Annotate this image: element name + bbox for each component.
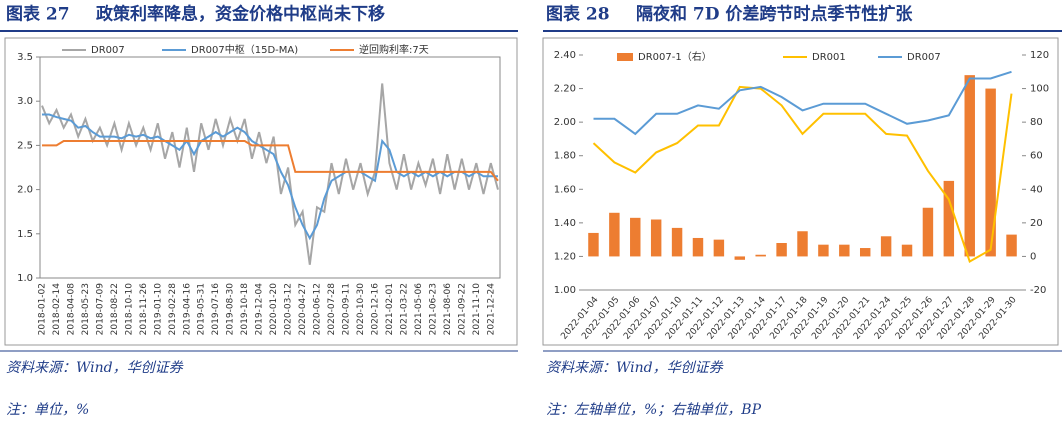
y-tick-label: 3.0 — [17, 96, 33, 107]
figure-label: 图表 27 — [6, 4, 70, 25]
bar — [588, 232, 599, 257]
x-tick-label: 2020-09-11 — [342, 283, 352, 335]
y-tick-label: 1.00 — [554, 285, 576, 296]
x-tick-label: 2019-05-31 — [197, 283, 207, 335]
bar — [839, 244, 850, 257]
legend-label: DR007 — [91, 45, 125, 56]
x-tick-label: 2021-05-06 — [414, 283, 424, 336]
x-tick-label: 2019-04-16 — [182, 283, 192, 336]
x-tick-label: 2021-11-10 — [472, 283, 482, 336]
bar — [713, 239, 725, 257]
x-tick-label: 2019-01-10 — [153, 283, 163, 336]
chart-frame — [542, 37, 1059, 346]
legend-label: 逆回购利率:7天 — [359, 43, 429, 56]
legend-label: DR007-1（右） — [638, 50, 712, 63]
x-tick-label: 2021-08-06 — [443, 283, 453, 336]
bar — [609, 212, 620, 257]
x-tick-label: 2020-06-12 — [313, 283, 323, 335]
legend-label: DR007中枢（15D-MA) — [191, 43, 298, 56]
x-tick-label: 2021-09-22 — [457, 283, 467, 335]
line-series — [593, 70, 1012, 136]
x-tick-label: 2018-10-10 — [124, 283, 134, 336]
figure-title: 政策利率降息，资金价格中枢尚未下移 — [96, 4, 385, 25]
y2-tick-label: -20 — [1030, 285, 1046, 296]
legend-label: DR001 — [812, 52, 846, 63]
bar — [964, 75, 975, 257]
x-tick-label: 2018-07-09 — [95, 283, 105, 336]
bar — [922, 207, 934, 257]
source: 资料来源：Wind，华创证券 — [6, 360, 184, 376]
x-tick-label: 2020-03-12 — [284, 283, 294, 335]
bar — [692, 237, 704, 257]
x-tick-label: 2020-12-16 — [370, 283, 380, 336]
bar — [901, 244, 913, 257]
x-tick-label: 2018-01-02 — [38, 283, 48, 335]
bar — [985, 88, 996, 257]
x-tick-label: 2018-11-26 — [139, 283, 149, 336]
note: 注：单位，% — [6, 402, 89, 418]
y-tick-label: 2.0 — [17, 185, 33, 196]
bar — [797, 231, 808, 257]
bar — [880, 236, 892, 257]
y-tick-label: 1.60 — [554, 184, 576, 195]
x-tick-label: 2019-07-16 — [211, 283, 221, 336]
y-tick-label: 2.20 — [554, 84, 576, 95]
y-tick-label: 1.40 — [554, 218, 576, 229]
x-tick-label: 2019-12-04 — [255, 283, 265, 336]
y2-tick-label: 80 — [1030, 117, 1043, 128]
x-tick-label: 2020-07-28 — [327, 283, 337, 336]
y-tick-label: 1.5 — [17, 229, 33, 240]
y2-tick-label: 60 — [1030, 151, 1043, 162]
y-tick-label: 1.0 — [17, 273, 33, 284]
bar — [776, 243, 787, 257]
y-tick-label: 2.40 — [554, 50, 576, 61]
y-tick-label: 3.5 — [17, 52, 33, 63]
bar — [734, 256, 746, 260]
note: 注：左轴单位，%；右轴单位，BP — [546, 402, 762, 418]
y2-tick-label: 120 — [1030, 50, 1049, 61]
x-tick-label: 2021-06-23 — [428, 283, 438, 335]
x-tick-label: 2018-04-08 — [66, 283, 76, 336]
y-tick-label: 1.20 — [554, 251, 576, 262]
bar — [755, 254, 766, 257]
bar — [859, 248, 871, 257]
figure-label: 图表 28 — [546, 4, 610, 25]
bar — [671, 227, 683, 257]
bar — [650, 219, 662, 257]
bar — [818, 244, 829, 257]
legend-label: DR007 — [907, 52, 941, 63]
y2-tick-label: 40 — [1030, 184, 1043, 195]
y2-tick-label: 100 — [1030, 84, 1049, 95]
y-tick-label: 1.80 — [554, 151, 576, 162]
y-tick-label: 2.5 — [17, 140, 33, 151]
x-tick-label: 2021-02-01 — [385, 283, 395, 335]
line-series — [42, 140, 499, 182]
x-tick-label: 2019-08-30 — [226, 283, 236, 336]
legend-swatch — [617, 53, 633, 61]
line-series — [592, 85, 1013, 263]
bar — [943, 180, 955, 257]
x-tick-label: 2020-10-30 — [356, 283, 366, 336]
x-tick-label: 2019-10-18 — [240, 283, 250, 336]
x-tick-label: 2018-02-14 — [52, 283, 62, 336]
line-series — [42, 113, 498, 241]
figure-title: 隔夜和 7D 价差跨节时点季节性扩张 — [636, 4, 913, 25]
x-tick-label: 2018-08-22 — [110, 283, 120, 335]
x-tick-label: 2020-01-20 — [269, 283, 279, 336]
y-tick-label: 2.00 — [554, 117, 576, 128]
chart-frame — [4, 37, 518, 346]
bar — [630, 217, 641, 257]
x-tick-label: 2018-05-23 — [81, 283, 91, 335]
x-tick-label: 2019-02-28 — [168, 283, 178, 336]
x-tick-label: 2020-04-27 — [298, 283, 308, 335]
y2-tick-label: 0 — [1030, 251, 1036, 262]
y2-tick-label: 20 — [1030, 218, 1043, 229]
x-tick-label: 2021-03-22 — [399, 283, 409, 335]
bar — [1006, 234, 1017, 257]
source: 资料来源：Wind，华创证券 — [546, 360, 724, 376]
x-tick-label: 2021-12-24 — [486, 283, 496, 336]
